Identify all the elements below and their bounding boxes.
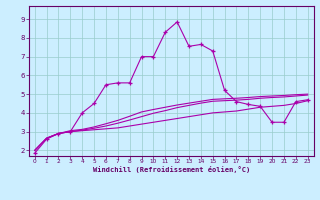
X-axis label: Windchill (Refroidissement éolien,°C): Windchill (Refroidissement éolien,°C) — [92, 166, 250, 173]
